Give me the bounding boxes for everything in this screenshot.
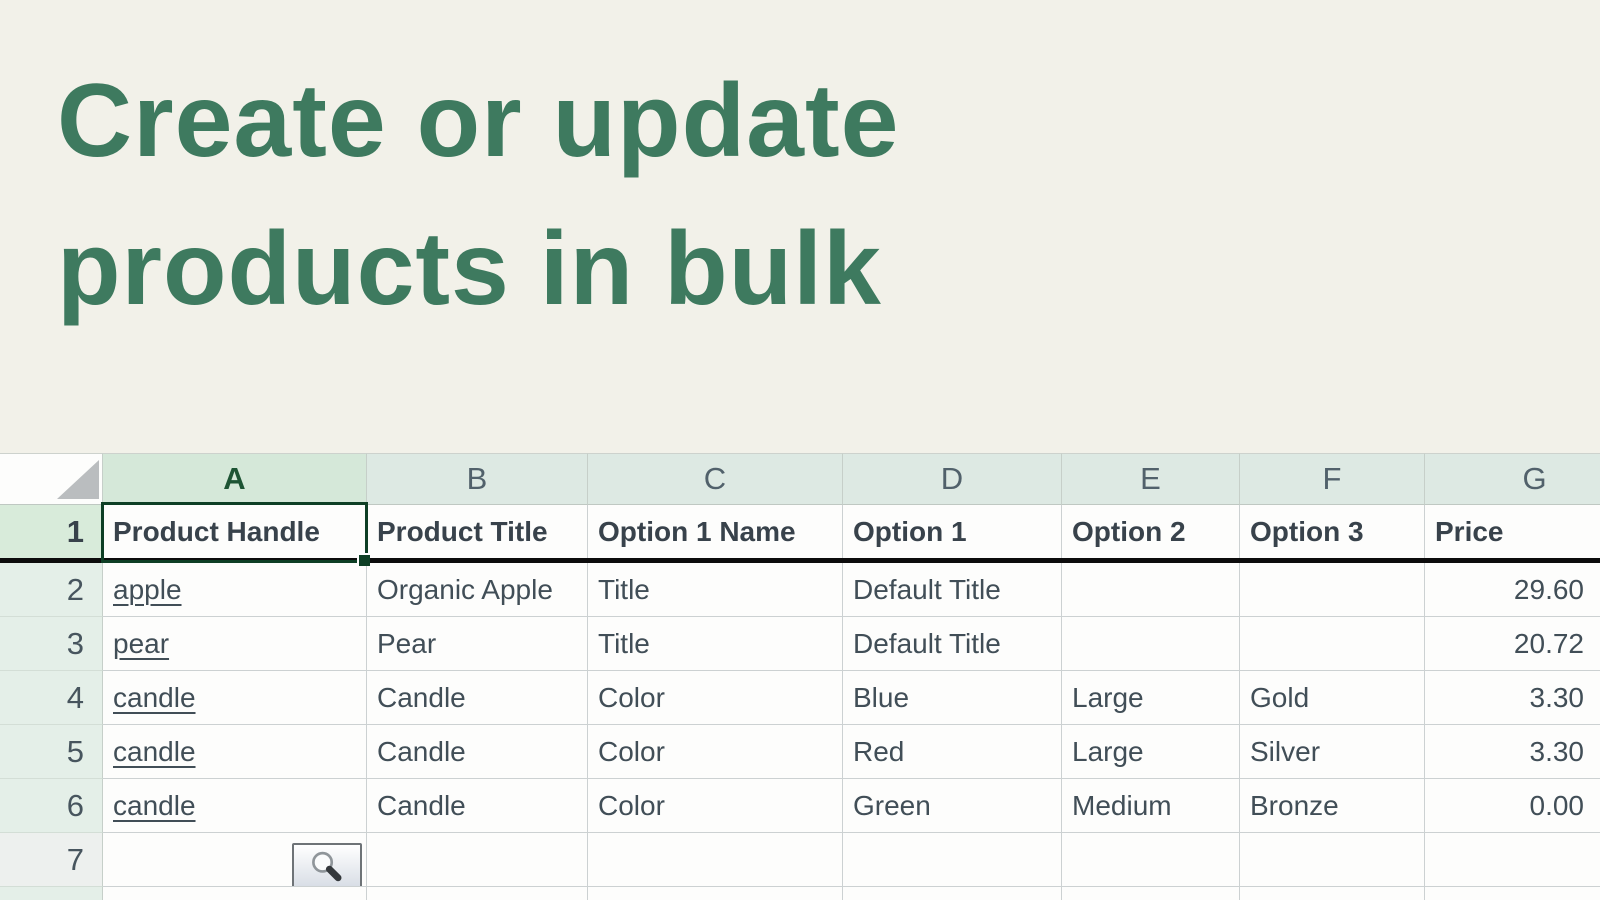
cell-G2[interactable]: 29.60	[1425, 563, 1600, 617]
cell-D4[interactable]: Blue	[843, 671, 1062, 725]
cell-G5[interactable]: 3.30	[1425, 725, 1600, 779]
row-header-1[interactable]: 1	[0, 505, 103, 558]
cell-C5[interactable]: Color	[588, 725, 843, 779]
column-header-strip: A B C D E F G	[0, 453, 1600, 505]
cell-B8[interactable]	[367, 887, 588, 900]
cell-E1[interactable]: Option 2	[1062, 505, 1240, 558]
cell-E7[interactable]	[1062, 833, 1240, 887]
cell-D8[interactable]	[843, 887, 1062, 900]
search-button[interactable]	[292, 843, 362, 886]
cell-E8[interactable]	[1062, 887, 1240, 900]
cell-F6[interactable]: Bronze	[1240, 779, 1425, 833]
column-header-F[interactable]: F	[1240, 453, 1425, 505]
cell-A5[interactable]: candle	[103, 725, 367, 779]
cell-A8[interactable]	[103, 887, 367, 900]
fill-handle[interactable]	[357, 553, 370, 566]
table-row-1: 1 Product Handle Product Title Option 1 …	[0, 505, 1600, 558]
cell-G6[interactable]: 0.00	[1425, 779, 1600, 833]
cell-G1[interactable]: Price	[1425, 505, 1600, 558]
table-row-4: 4 candle Candle Color Blue Large Gold 3.…	[0, 671, 1600, 725]
cell-A4[interactable]: candle	[103, 671, 367, 725]
column-header-C[interactable]: C	[588, 453, 843, 505]
cell-A2[interactable]: apple	[103, 563, 367, 617]
cell-E5[interactable]: Large	[1062, 725, 1240, 779]
column-header-B[interactable]: B	[367, 453, 588, 505]
cell-D1[interactable]: Option 1	[843, 505, 1062, 558]
row-header-3[interactable]: 3	[0, 617, 103, 671]
table-row-7: 7	[0, 833, 1600, 887]
cell-D3[interactable]: Default Title	[843, 617, 1062, 671]
row-header-6[interactable]: 6	[0, 779, 103, 833]
cell-A7[interactable]	[103, 833, 367, 887]
row-header-4[interactable]: 4	[0, 671, 103, 725]
cell-G4[interactable]: 3.30	[1425, 671, 1600, 725]
row-header-2[interactable]: 2	[0, 563, 103, 617]
cell-B4[interactable]: Candle	[367, 671, 588, 725]
table-row-5: 5 candle Candle Color Red Large Silver 3…	[0, 725, 1600, 779]
cell-G7[interactable]	[1425, 833, 1600, 887]
cell-E2[interactable]	[1062, 563, 1240, 617]
cell-F1[interactable]: Option 3	[1240, 505, 1425, 558]
cell-B2[interactable]: Organic Apple	[367, 563, 588, 617]
cell-E4[interactable]: Large	[1062, 671, 1240, 725]
row-header-5[interactable]: 5	[0, 725, 103, 779]
cell-D7[interactable]	[843, 833, 1062, 887]
cell-F3[interactable]	[1240, 617, 1425, 671]
cell-A3[interactable]: pear	[103, 617, 367, 671]
cell-F5[interactable]: Silver	[1240, 725, 1425, 779]
column-header-D[interactable]: D	[843, 453, 1062, 505]
column-header-E[interactable]: E	[1062, 453, 1240, 505]
cell-C1[interactable]: Option 1 Name	[588, 505, 843, 558]
row-header-7[interactable]: 7	[0, 833, 103, 887]
cell-F8[interactable]	[1240, 887, 1425, 900]
cell-E3[interactable]	[1062, 617, 1240, 671]
table-row-6: 6 candle Candle Color Green Medium Bronz…	[0, 779, 1600, 833]
cell-G8[interactable]	[1425, 887, 1600, 900]
spreadsheet: A B C D E F G 1 Product Handle Product T…	[0, 453, 1600, 900]
column-header-A[interactable]: A	[103, 453, 367, 505]
column-header-G[interactable]: G	[1425, 453, 1600, 505]
cell-B1[interactable]: Product Title	[367, 505, 588, 558]
cell-E6[interactable]: Medium	[1062, 779, 1240, 833]
cell-B6[interactable]: Candle	[367, 779, 588, 833]
table-row-8-partial	[0, 887, 1600, 900]
cell-F2[interactable]	[1240, 563, 1425, 617]
frozen-pane-divider	[0, 558, 1600, 563]
cell-C6[interactable]: Color	[588, 779, 843, 833]
cell-G3[interactable]: 20.72	[1425, 617, 1600, 671]
cell-B7[interactable]	[367, 833, 588, 887]
cell-F7[interactable]	[1240, 833, 1425, 887]
cell-C7[interactable]	[588, 833, 843, 887]
cell-A1[interactable]: Product Handle	[103, 505, 367, 558]
magnifier-icon	[312, 851, 342, 881]
row-header-8[interactable]	[0, 887, 103, 900]
cell-C8[interactable]	[588, 887, 843, 900]
select-all-triangle-icon	[57, 460, 99, 499]
select-all-corner[interactable]	[0, 453, 103, 505]
page-title: Create or update products in bulk	[57, 48, 899, 343]
cell-D2[interactable]: Default Title	[843, 563, 1062, 617]
cell-D5[interactable]: Red	[843, 725, 1062, 779]
cell-C3[interactable]: Title	[588, 617, 843, 671]
page-title-line1: Create or update	[57, 63, 900, 179]
cell-F4[interactable]: Gold	[1240, 671, 1425, 725]
cell-C2[interactable]: Title	[588, 563, 843, 617]
cell-C4[interactable]: Color	[588, 671, 843, 725]
cell-D6[interactable]: Green	[843, 779, 1062, 833]
cell-A6[interactable]: candle	[103, 779, 367, 833]
table-row-3: 3 pear Pear Title Default Title 20.72	[0, 617, 1600, 671]
cell-B3[interactable]: Pear	[367, 617, 588, 671]
table-row-2: 2 apple Organic Apple Title Default Titl…	[0, 563, 1600, 617]
cell-B5[interactable]: Candle	[367, 725, 588, 779]
page-title-line2: products in bulk	[57, 210, 882, 327]
